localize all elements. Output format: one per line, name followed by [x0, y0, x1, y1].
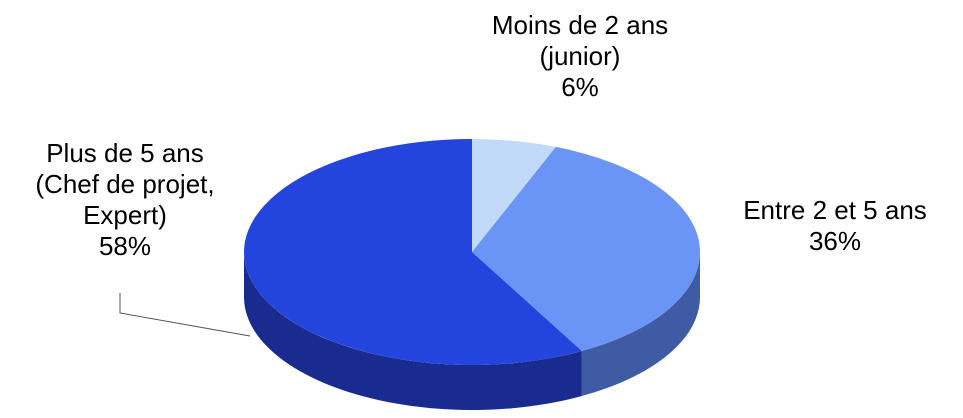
slice-label: Moins de 2 ans (junior) 6% — [450, 10, 710, 103]
slice — [472, 139, 556, 252]
category-label: Entre 2 et 5 ans — [743, 195, 927, 225]
category-label: Moins de 2 ans (junior) — [491, 10, 669, 71]
slice-side — [581, 252, 700, 397]
leader-line — [119, 293, 251, 337]
slice-side — [244, 252, 582, 411]
slice — [243, 139, 582, 365]
slice — [472, 146, 700, 352]
value-label: 6% — [561, 72, 599, 102]
value-label: 58% — [98, 231, 152, 261]
value-label: 36% — [808, 226, 862, 256]
slice-label: Entre 2 et 5 ans 36% — [705, 195, 963, 257]
slice-label: Plus de 5 ans (Chef de projet, Expert) 58… — [12, 138, 238, 262]
category-label: Plus de 5 ans (Chef de projet, Expert) — [35, 138, 215, 230]
